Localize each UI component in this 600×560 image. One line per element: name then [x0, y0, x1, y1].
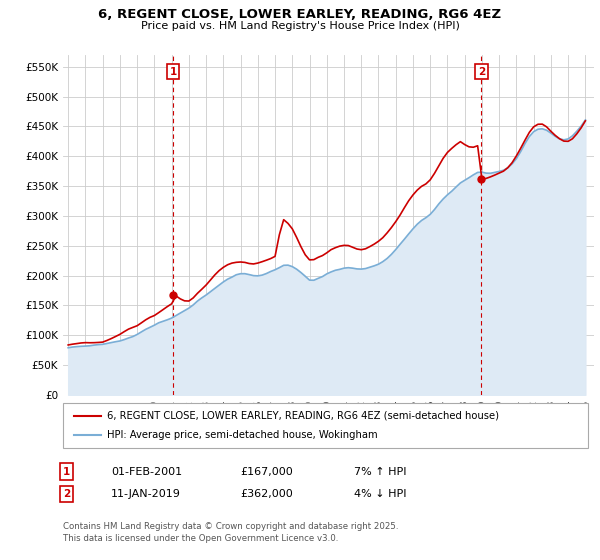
Text: 7% ↑ HPI: 7% ↑ HPI — [354, 466, 407, 477]
Text: 2: 2 — [63, 489, 70, 499]
Text: 01-FEB-2001: 01-FEB-2001 — [111, 466, 182, 477]
Text: Contains HM Land Registry data © Crown copyright and database right 2025.
This d: Contains HM Land Registry data © Crown c… — [63, 522, 398, 543]
Text: 6, REGENT CLOSE, LOWER EARLEY, READING, RG6 4EZ: 6, REGENT CLOSE, LOWER EARLEY, READING, … — [98, 8, 502, 21]
Text: Price paid vs. HM Land Registry's House Price Index (HPI): Price paid vs. HM Land Registry's House … — [140, 21, 460, 31]
Text: £167,000: £167,000 — [240, 466, 293, 477]
Text: 6, REGENT CLOSE, LOWER EARLEY, READING, RG6 4EZ (semi-detached house): 6, REGENT CLOSE, LOWER EARLEY, READING, … — [107, 410, 499, 421]
Text: 11-JAN-2019: 11-JAN-2019 — [111, 489, 181, 499]
Text: 1: 1 — [63, 466, 70, 477]
Text: 1: 1 — [169, 67, 176, 77]
Text: 4% ↓ HPI: 4% ↓ HPI — [354, 489, 407, 499]
Text: HPI: Average price, semi-detached house, Wokingham: HPI: Average price, semi-detached house,… — [107, 431, 377, 441]
Text: £362,000: £362,000 — [240, 489, 293, 499]
Text: 2: 2 — [478, 67, 485, 77]
